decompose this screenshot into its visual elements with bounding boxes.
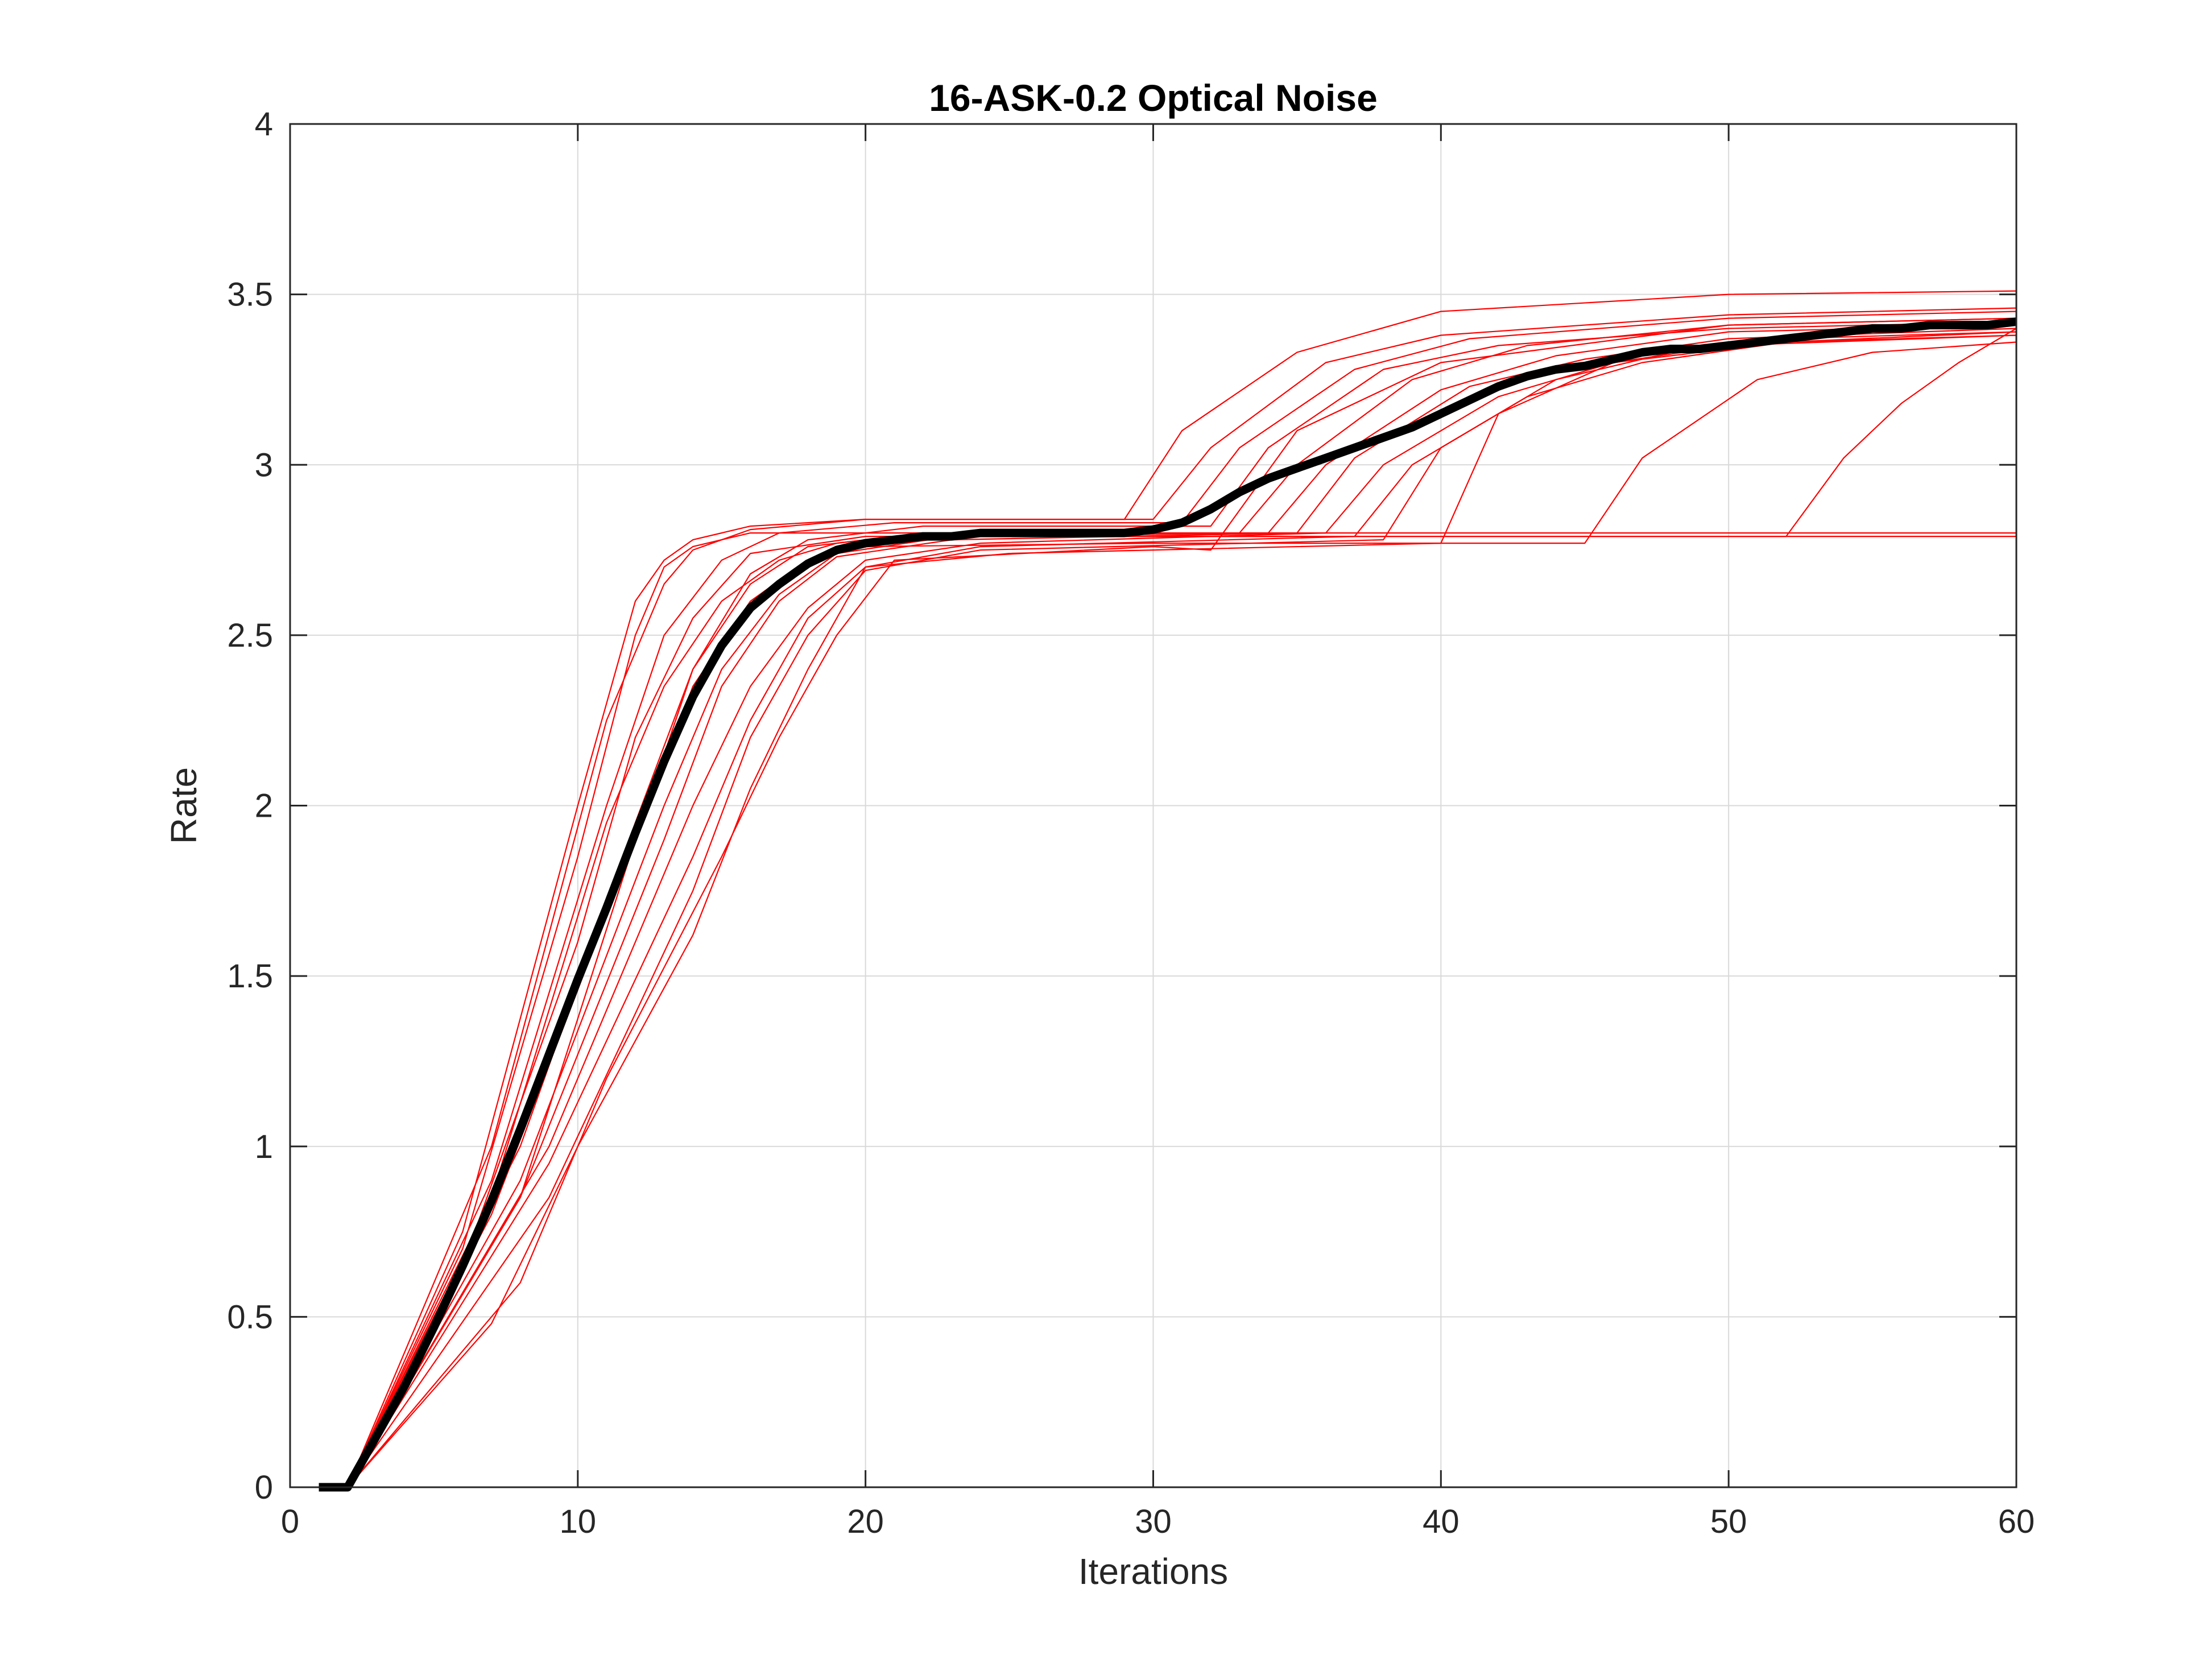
run-line-10 — [319, 334, 2017, 1488]
y-axis-title: Rate — [163, 767, 204, 844]
tick-labels: 0 10 20 30 40 50 60 0 0.5 1 1.5 2 2.5 3 3.5 4 — [227, 106, 2035, 1540]
run-line-13 — [319, 317, 2017, 1488]
x-tick-label: 30 — [1135, 1503, 1172, 1540]
ticks — [289, 123, 2017, 1488]
y-tick-label: 2.5 — [227, 617, 273, 654]
run-series-group — [319, 290, 2017, 1488]
y-tick-label: 1 — [255, 1128, 273, 1165]
run-line-7 — [319, 324, 2017, 1488]
grid — [290, 123, 2017, 1488]
y-tick-label: 1.5 — [227, 958, 273, 995]
x-tick-label: 60 — [1998, 1503, 2035, 1540]
x-tick-label: 10 — [560, 1503, 597, 1540]
x-tick-label: 20 — [847, 1503, 884, 1540]
y-tick-label: 0.5 — [227, 1298, 273, 1335]
run-line-11 — [319, 331, 2017, 1488]
run-line-2 — [319, 290, 2017, 1488]
run-line-6 — [319, 317, 2017, 1488]
x-tick-label: 40 — [1423, 1503, 1459, 1540]
run-line-4 — [319, 311, 2017, 1488]
x-axis-title: Iterations — [1078, 1551, 1228, 1592]
run-line-16 — [319, 535, 2016, 1488]
run-line-8 — [319, 328, 2017, 1488]
x-tick-label: 50 — [1710, 1503, 1747, 1540]
run-line-9 — [319, 331, 2017, 1488]
chart-title: 16-ASK-0.2 Optical Noise — [929, 77, 1378, 119]
run-line-12 — [319, 334, 2017, 1488]
run-line-1 — [319, 532, 2016, 1488]
run-line-5 — [319, 321, 2017, 1488]
y-tick-label: 2 — [255, 788, 273, 825]
y-tick-label: 3 — [255, 446, 273, 483]
mean-series-group — [319, 317, 2017, 1492]
y-tick-label: 4 — [255, 106, 273, 143]
mean-line — [319, 317, 2017, 1492]
y-tick-label: 0 — [255, 1469, 273, 1506]
y-tick-label: 3.5 — [227, 276, 273, 313]
x-tick-label: 0 — [281, 1503, 299, 1540]
run-line-3 — [319, 307, 2017, 1488]
